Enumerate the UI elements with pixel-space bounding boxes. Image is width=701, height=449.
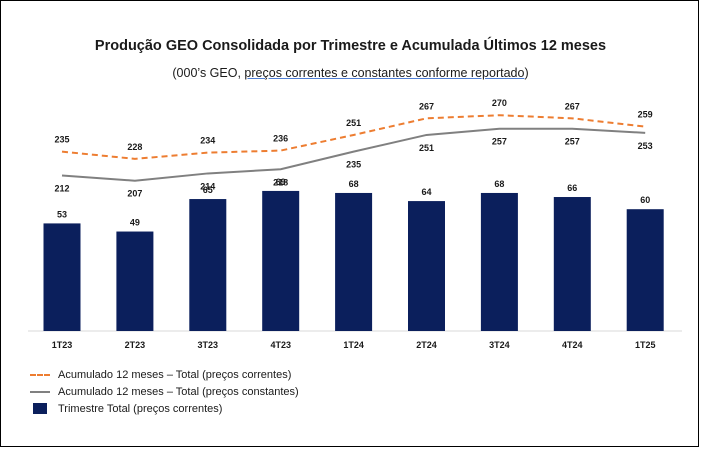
- bar-series: [43, 190, 664, 331]
- constantes-value-label: 214: [200, 181, 215, 191]
- correntes-value-label: 251: [346, 118, 361, 128]
- bar-2T23: [116, 231, 154, 331]
- bar-2T24: [408, 201, 445, 331]
- x-tick-4T24: 4T24: [562, 340, 583, 350]
- legend-swatch-dashed: [30, 373, 50, 376]
- bar-3T23: [189, 199, 227, 331]
- legend-label: Acumulado 12 meses – Total (preços corre…: [58, 368, 292, 381]
- bar-value-label: 60: [640, 195, 650, 205]
- legend-label: Trimestre Total (preços correntes): [58, 402, 223, 415]
- correntes-value-label: 234: [200, 136, 215, 146]
- constantes-value-label: 212: [54, 184, 69, 194]
- bar-4T23: [262, 190, 300, 331]
- bar-1T25: [626, 209, 664, 331]
- bar-value-label: 68: [349, 179, 359, 189]
- correntes-value-label: 259: [638, 110, 653, 120]
- line-constantes: [61, 127, 646, 182]
- bar-value-label: 64: [421, 187, 431, 197]
- legend: Acumulado 12 meses – Total (preços corre…: [30, 366, 299, 417]
- constantes-value-label: 251: [419, 143, 434, 153]
- x-tick-labels: 1T23 2T23 3T23 4T23 1T24 2T24 3T24 4T24 1T25: [52, 340, 656, 350]
- x-tick-1T24: 1T24: [343, 340, 364, 350]
- bar-value-label: 53: [57, 209, 67, 219]
- constantes-value-label: 218: [273, 177, 288, 187]
- correntes-value-label: 270: [492, 98, 507, 108]
- constantes-value-label: 257: [492, 137, 507, 147]
- subtitle-suffix: ): [524, 66, 529, 80]
- legend-label: Acumulado 12 meses – Total (preços const…: [58, 385, 299, 398]
- x-tick-3T23: 3T23: [198, 340, 219, 350]
- bar-value-label: 68: [494, 179, 504, 189]
- legend-swatch-bar: [33, 403, 47, 414]
- x-tick-2T24: 2T24: [416, 340, 437, 350]
- x-tick-1T23: 1T23: [52, 340, 73, 350]
- x-tick-1T25: 1T25: [635, 340, 656, 350]
- legend-item-trimestre: Trimestre Total (preços correntes): [30, 400, 299, 417]
- legend-swatch-solid: [30, 390, 50, 393]
- bar-value-label: 65: [203, 185, 213, 195]
- correntes-value-label: 235: [54, 135, 69, 145]
- constantes-value-label: 207: [127, 189, 142, 199]
- constantes-value-label: 257: [565, 137, 580, 147]
- bar-value-label: 69: [276, 177, 286, 187]
- bar-3T24: [480, 192, 518, 331]
- correntes-value-label: 228: [127, 142, 142, 152]
- chart-subtitle: (000’s GEO, preços correntes e constante…: [0, 66, 701, 80]
- constantes-value-label: 235: [346, 160, 361, 170]
- chart-title: Produção GEO Consolidada por Trimestre e…: [94, 38, 607, 54]
- subtitle-underlined: preços correntes e constantes conforme r…: [244, 66, 525, 80]
- x-tick-4T23: 4T23: [270, 340, 291, 350]
- line-series: [61, 114, 646, 182]
- subtitle-prefix: (000’s GEO,: [172, 66, 245, 80]
- bar-value-label: 66: [567, 183, 577, 193]
- bar-4T24: [553, 197, 591, 331]
- correntes-value-label: 236: [273, 134, 288, 144]
- x-tick-3T24: 3T24: [489, 340, 510, 350]
- correntes-value-label: 267: [565, 101, 580, 111]
- legend-item-constantes: Acumulado 12 meses – Total (preços const…: [30, 383, 299, 400]
- bar-1T24: [335, 192, 373, 331]
- line-correntes: [61, 114, 646, 160]
- constantes-value-label: 253: [638, 141, 653, 151]
- bar-1T23: [43, 223, 81, 331]
- bar-value-label: 49: [130, 218, 140, 228]
- data-labels: 53 49 65 69 68 64 68 66 60 235 228 234 236 251 267 270 2…: [54, 98, 652, 227]
- legend-item-correntes: Acumulado 12 meses – Total (preços corre…: [30, 366, 299, 383]
- correntes-value-label: 267: [419, 101, 434, 111]
- x-tick-2T23: 2T23: [125, 340, 146, 350]
